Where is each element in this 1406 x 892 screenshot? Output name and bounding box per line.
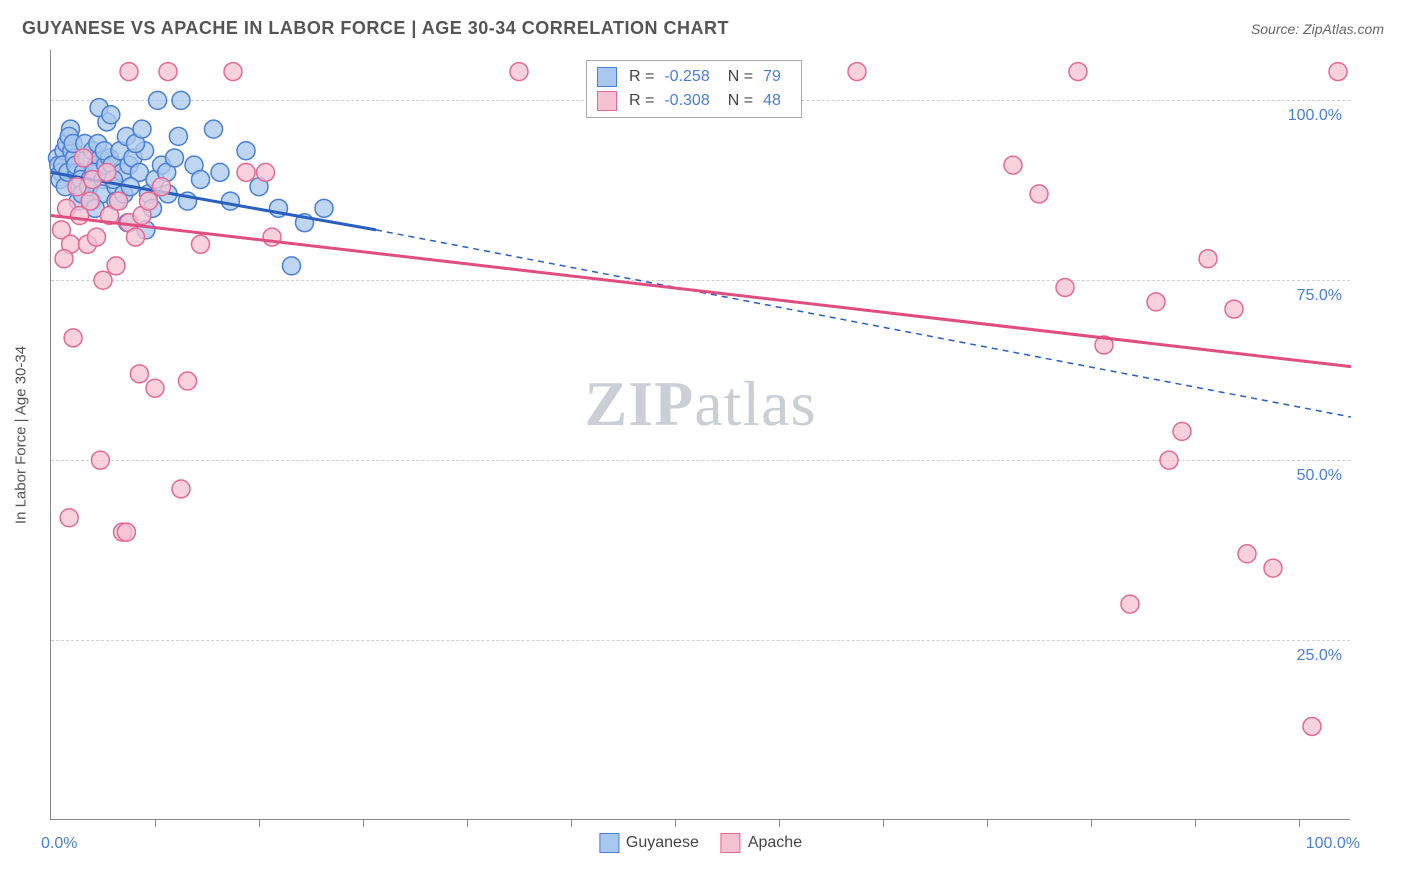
scatter-point — [91, 451, 109, 469]
xtick — [259, 819, 260, 827]
scatter-point — [60, 509, 78, 527]
xtick — [675, 819, 676, 827]
xtick — [1299, 819, 1300, 827]
scatter-point — [224, 63, 242, 81]
scatter-point — [149, 91, 167, 109]
xtick — [155, 819, 156, 827]
legend-swatch — [599, 833, 619, 853]
scatter-point — [205, 120, 223, 138]
plot-area: In Labor Force | Age 30-34 ZIPatlas 25.0… — [50, 50, 1350, 820]
scatter-point — [1303, 717, 1321, 735]
scatter-point — [172, 91, 190, 109]
legend-r-label: R = — [629, 89, 654, 113]
scatter-point — [130, 365, 148, 383]
plot-svg — [51, 50, 1350, 819]
scatter-point — [237, 142, 255, 160]
scatter-point — [159, 63, 177, 81]
chart-title: GUYANESE VS APACHE IN LABOR FORCE | AGE … — [22, 18, 729, 39]
scatter-point — [1069, 63, 1087, 81]
scatter-point — [55, 250, 73, 268]
scatter-point — [1173, 422, 1191, 440]
scatter-point — [98, 163, 116, 181]
scatter-point — [102, 106, 120, 124]
scatter-point — [1030, 185, 1048, 203]
xtick — [363, 819, 364, 827]
scatter-point — [169, 127, 187, 145]
scatter-point — [1329, 63, 1347, 81]
scatter-point — [117, 523, 135, 541]
scatter-point — [211, 163, 229, 181]
bottom-legend-item: Guyanese — [599, 833, 699, 853]
legend-r-label: R = — [629, 65, 654, 89]
scatter-point — [166, 149, 184, 167]
legend-swatch — [721, 833, 741, 853]
scatter-point — [192, 235, 210, 253]
xtick — [883, 819, 884, 827]
xaxis-min-label: 0.0% — [41, 835, 77, 853]
scatter-point — [127, 228, 145, 246]
bottom-legend: Guyanese Apache — [599, 833, 802, 853]
xtick — [571, 819, 572, 827]
bottom-legend-item: Apache — [721, 833, 802, 853]
scatter-point — [192, 171, 210, 189]
scatter-point — [172, 480, 190, 498]
scatter-point — [257, 163, 275, 181]
legend-box: R = -0.258 N = 79 R = -0.308 N = 48 — [586, 60, 802, 118]
scatter-point — [1056, 278, 1074, 296]
scatter-point — [315, 199, 333, 217]
xtick — [467, 819, 468, 827]
scatter-point — [1121, 595, 1139, 613]
scatter-point — [283, 257, 301, 275]
bottom-legend-label: Apache — [748, 834, 802, 852]
scatter-point — [75, 149, 93, 167]
scatter-point — [88, 228, 106, 246]
scatter-point — [110, 192, 128, 210]
legend-n-value: 48 — [763, 89, 781, 113]
scatter-point — [140, 192, 158, 210]
legend-r-value: -0.258 — [664, 65, 709, 89]
xtick — [987, 819, 988, 827]
scatter-point — [81, 192, 99, 210]
xaxis-max-label: 100.0% — [1306, 835, 1360, 853]
trend-line — [51, 216, 1351, 367]
scatter-point — [1264, 559, 1282, 577]
scatter-point — [1160, 451, 1178, 469]
legend-n-value: 79 — [763, 65, 781, 89]
scatter-point — [120, 63, 138, 81]
scatter-point — [1225, 300, 1243, 318]
scatter-point — [179, 372, 197, 390]
scatter-point — [94, 271, 112, 289]
legend-swatch — [597, 67, 617, 87]
legend-row: R = -0.258 N = 79 — [597, 65, 791, 89]
scatter-point — [221, 192, 239, 210]
scatter-point — [1004, 156, 1022, 174]
legend-swatch — [597, 91, 617, 111]
scatter-point — [146, 379, 164, 397]
scatter-point — [1147, 293, 1165, 311]
legend-n-label: N = — [728, 65, 753, 89]
source-label: Source: ZipAtlas.com — [1251, 21, 1384, 37]
scatter-point — [1199, 250, 1217, 268]
scatter-point — [153, 178, 171, 196]
xtick — [1195, 819, 1196, 827]
title-row: GUYANESE VS APACHE IN LABOR FORCE | AGE … — [22, 18, 1384, 39]
bottom-legend-label: Guyanese — [626, 834, 699, 852]
scatter-point — [510, 63, 528, 81]
scatter-point — [133, 120, 151, 138]
scatter-point — [107, 257, 125, 275]
scatter-point — [1238, 545, 1256, 563]
legend-n-label: N = — [728, 89, 753, 113]
legend-r-value: -0.308 — [664, 89, 709, 113]
scatter-point — [64, 329, 82, 347]
xtick — [1091, 819, 1092, 827]
scatter-point — [848, 63, 866, 81]
scatter-point — [237, 163, 255, 181]
legend-row: R = -0.308 N = 48 — [597, 89, 791, 113]
xtick — [779, 819, 780, 827]
yaxis-title: In Labor Force | Age 30-34 — [13, 345, 30, 523]
